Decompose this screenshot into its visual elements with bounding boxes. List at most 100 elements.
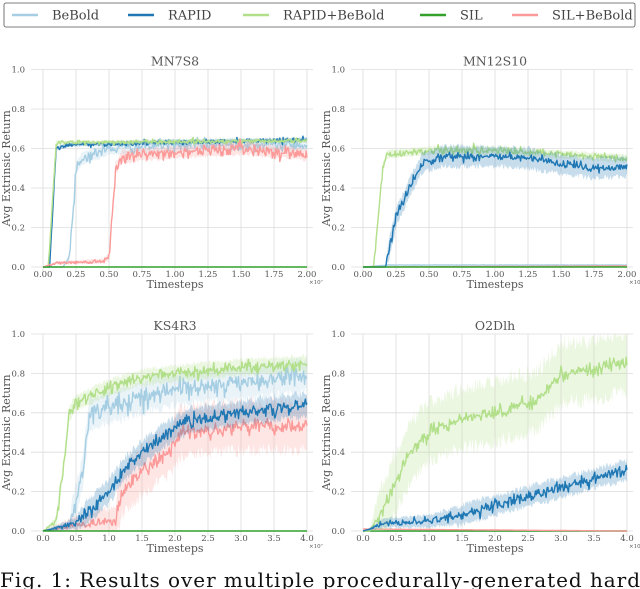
x-tick-label: 0.50	[100, 270, 119, 280]
series-line	[42, 138, 308, 268]
confidence-band	[43, 140, 307, 267]
y-tick-label: 0.2	[11, 224, 25, 234]
series-rapid	[42, 390, 308, 532]
y-axis-label: Avg Extrinsic Return	[320, 110, 333, 227]
legend-item-sil: SIL	[420, 9, 483, 24]
y-tick-label: 0.0	[11, 263, 25, 273]
y-tick-label: 1.0	[11, 330, 25, 340]
y-axis-label: Avg Extrinsic Return	[0, 110, 13, 227]
y-tick-label: 1.0	[331, 66, 345, 76]
x-tick-label: 1.0	[102, 534, 116, 544]
x-tick-label: 1.50	[552, 270, 571, 280]
legend-label: SIL+BeBold	[552, 9, 633, 24]
legend-item-rapid: RAPID	[128, 9, 211, 24]
legend: BeBold RAPID RAPID+BeBold SIL SIL+BeBold	[3, 2, 636, 28]
x-tick-label: 1.00	[166, 270, 185, 280]
x-scale-label: ×10⁷	[629, 543, 640, 550]
x-tick-label: 1.5	[455, 534, 469, 544]
series-bebold	[43, 136, 308, 268]
y-tick-label: 0.8	[331, 369, 345, 379]
series-line	[363, 528, 627, 532]
y-tick-label: 0.8	[11, 369, 25, 379]
x-tick-label: 0.0	[356, 534, 370, 544]
x-tick-label: 0.75	[133, 270, 152, 280]
x-tick-label: 1.00	[486, 270, 505, 280]
series-sil-plus-bebold	[42, 138, 308, 268]
y-tick-label: 0.4	[331, 184, 345, 194]
x-tick-label: 2.0	[488, 534, 502, 544]
x-tick-label: 1.25	[519, 270, 538, 280]
series-line	[43, 136, 308, 268]
y-tick-label: 0.2	[331, 488, 345, 498]
y-tick-label: 0.0	[331, 527, 345, 537]
y-tick-label: 0.4	[11, 448, 25, 458]
x-tick-label: 0.5	[69, 534, 83, 544]
x-tick-label: 3.5	[587, 534, 601, 544]
y-tick-label: 0.6	[11, 145, 25, 155]
legend-label: BeBold	[52, 9, 99, 24]
series-line	[42, 358, 308, 532]
x-tick-label: 1.75	[585, 270, 604, 280]
y-axis-label: Avg Extrinsic Return	[320, 374, 333, 491]
x-tick-label: 2.5	[521, 534, 535, 544]
panel-title: MN7S8	[151, 54, 199, 69]
x-tick-label: 4.0	[620, 534, 634, 544]
confidence-band	[43, 355, 307, 531]
y-tick-label: 0.2	[331, 224, 345, 234]
x-tick-label: 1.50	[232, 270, 251, 280]
x-tick-label: 0.00	[34, 270, 53, 280]
panel-title: KS4R3	[153, 318, 196, 333]
confidence-band	[43, 390, 307, 531]
y-tick-label: 1.0	[11, 66, 25, 76]
x-tick-label: 3.5	[267, 534, 281, 544]
series-line	[363, 151, 628, 268]
y-axis-label: Avg Extrinsic Return	[0, 374, 13, 491]
series-rapid	[363, 143, 628, 268]
y-tick-label: 0.6	[331, 409, 345, 419]
legend-label: RAPID	[168, 9, 211, 24]
x-tick-label: 2.00	[298, 270, 317, 280]
series-rapid-plus-bebold	[42, 354, 308, 532]
x-axis-label: Timesteps	[466, 278, 523, 291]
confidence-band	[363, 334, 627, 531]
series-rapid-plus-bebold	[43, 136, 308, 268]
x-tick-label: 3.0	[554, 534, 568, 544]
series-line	[42, 363, 308, 532]
series-rapid-plus-bebold	[363, 334, 628, 532]
legend-item-rapid-plus-bebold: RAPID+BeBold	[243, 9, 384, 24]
legend-label: SIL	[460, 9, 483, 24]
series-line	[363, 356, 628, 532]
x-tick-label: 2.5	[201, 534, 215, 544]
series-sil-plus-bebold	[363, 528, 627, 532]
panel-title: MN12S10	[463, 54, 527, 69]
confidence-band	[363, 458, 627, 531]
x-scale-label: ×10⁷	[309, 543, 324, 550]
x-axis-label: Timesteps	[146, 542, 203, 555]
x-scale-label: ×10⁷	[309, 279, 324, 286]
x-tick-label: 0.50	[420, 270, 439, 280]
panel-mn7s8: 0.0 0.2 0.4 0.6 0.8 1.0 0.00 0.25 0.50 0.75 1.00 1.…	[0, 54, 324, 292]
x-tick-label: 1.0	[422, 534, 436, 544]
confidence-band	[43, 354, 307, 531]
x-tick-label: 1.5	[135, 534, 149, 544]
x-scale-label: ×10⁷	[629, 279, 640, 286]
legend-label: RAPID+BeBold	[283, 9, 384, 24]
x-tick-label: 2.0	[168, 534, 182, 544]
series-sil-plus-bebold	[42, 396, 308, 532]
x-tick-label: 2.00	[618, 270, 637, 280]
y-tick-label: 0.6	[11, 409, 25, 419]
x-tick-label: 3.0	[234, 534, 248, 544]
y-tick-label: 0.4	[11, 184, 25, 194]
x-tick-label: 1.75	[265, 270, 284, 280]
y-tick-label: 0.2	[11, 488, 25, 498]
series-line	[362, 464, 628, 532]
series-line	[363, 142, 628, 268]
panel-o2dlh: 0.0 0.2 0.4 0.6 0.8 1.0 0.0 0.5 1.0 1.5 2.0 2.5 3.0 3…	[320, 318, 640, 555]
x-axis-label: Timesteps	[466, 542, 523, 555]
legend-item-sil-plus-bebold: SIL+BeBold	[512, 9, 633, 24]
x-axis-label: Timesteps	[146, 278, 203, 291]
panel-ks4r3: 0.0 0.2 0.4 0.6 0.8 1.0 0.0 0.5 1.0 1.5 2.0 2.5 3.0 3…	[0, 318, 324, 555]
series-rapid	[362, 458, 628, 532]
panels: 0.0 0.2 0.4 0.6 0.8 1.0 0.00 0.25 0.50 0.75 1.00 1.…	[0, 54, 640, 556]
